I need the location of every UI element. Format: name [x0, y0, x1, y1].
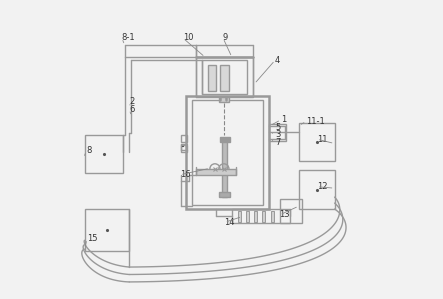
Text: 13: 13: [280, 210, 290, 219]
Text: 11-1: 11-1: [306, 117, 325, 126]
Bar: [232, 209, 290, 223]
Bar: [246, 211, 249, 222]
Bar: [238, 211, 241, 222]
Bar: [196, 57, 253, 97]
Text: 8-1: 8-1: [122, 33, 136, 42]
Text: 7: 7: [275, 138, 280, 147]
Text: 15: 15: [87, 234, 97, 243]
Text: 1: 1: [281, 115, 286, 124]
Text: 12: 12: [317, 182, 327, 191]
Text: 14: 14: [225, 218, 235, 227]
Text: 4: 4: [275, 56, 280, 65]
Bar: [181, 145, 187, 152]
Bar: [299, 123, 334, 161]
Bar: [271, 211, 274, 222]
Bar: [262, 211, 265, 222]
Bar: [299, 170, 334, 209]
Bar: [196, 169, 237, 175]
Bar: [222, 141, 227, 197]
Bar: [218, 97, 229, 102]
Text: 9: 9: [223, 33, 228, 42]
Bar: [202, 60, 247, 94]
Text: 16: 16: [180, 170, 190, 179]
Bar: [192, 100, 263, 205]
Text: 3: 3: [275, 130, 280, 139]
Bar: [219, 192, 230, 197]
Text: 6: 6: [129, 105, 135, 114]
Bar: [269, 124, 286, 141]
Bar: [220, 65, 229, 91]
Bar: [186, 96, 269, 209]
Bar: [85, 135, 123, 173]
Text: 11: 11: [317, 135, 327, 144]
Bar: [181, 135, 187, 142]
Bar: [220, 137, 229, 142]
Text: 8: 8: [86, 147, 91, 155]
Bar: [85, 209, 129, 251]
Bar: [254, 211, 257, 222]
Bar: [207, 65, 217, 91]
Bar: [280, 199, 302, 223]
Text: 10: 10: [183, 33, 193, 42]
Text: 5: 5: [275, 123, 280, 132]
Text: 2: 2: [129, 97, 135, 106]
